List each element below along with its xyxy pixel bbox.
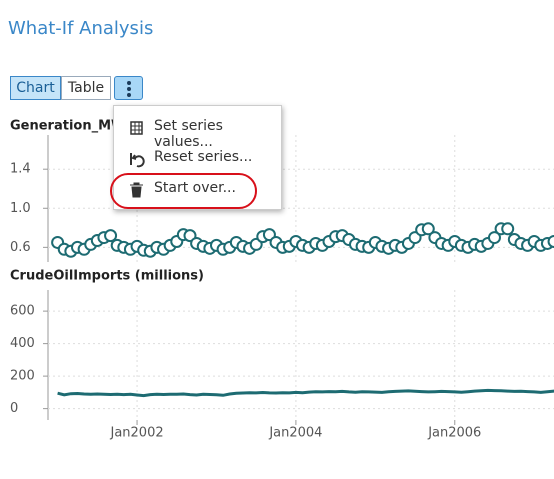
page-title: What-If Analysis xyxy=(8,18,154,39)
menu-item[interactable]: Set series values... xyxy=(154,118,223,150)
menu-item[interactable]: Reset series... xyxy=(154,149,253,165)
x-tick-label: Jan2006 xyxy=(427,426,481,441)
reset-icon xyxy=(130,153,145,168)
point-marker xyxy=(547,234,554,248)
more-button[interactable] xyxy=(114,76,143,100)
y-tick-label: 200 xyxy=(10,369,35,384)
y-tick-label: 400 xyxy=(10,336,35,351)
y-tick-label: 0 xyxy=(10,401,18,416)
y-tick-label: 1.0 xyxy=(10,201,31,216)
grid-icon xyxy=(130,121,143,135)
point-marker xyxy=(487,231,501,245)
y-tick-label: 600 xyxy=(10,304,35,319)
y-tick-label: 1.4 xyxy=(10,162,31,177)
chart-button[interactable]: Chart xyxy=(10,76,61,100)
x-tick-label: Jan2002 xyxy=(109,426,163,441)
menu: Set series values... Reset series... Sta… xyxy=(113,105,282,210)
table-button[interactable]: Table xyxy=(61,76,111,100)
series-line xyxy=(57,388,554,398)
menu-item[interactable]: Start over... xyxy=(154,180,236,196)
point-marker xyxy=(501,222,515,236)
point-marker xyxy=(421,222,435,236)
y-tick-label: 0.6 xyxy=(10,240,31,255)
grid-icon-lines xyxy=(131,122,142,134)
point-marker xyxy=(104,229,118,243)
trash-icon xyxy=(130,182,143,198)
chart-title: Generation_MW xyxy=(10,119,125,134)
chart-title: CrudeOilImports (millions) xyxy=(10,269,204,284)
x-tick-label: Jan2004 xyxy=(268,426,322,441)
